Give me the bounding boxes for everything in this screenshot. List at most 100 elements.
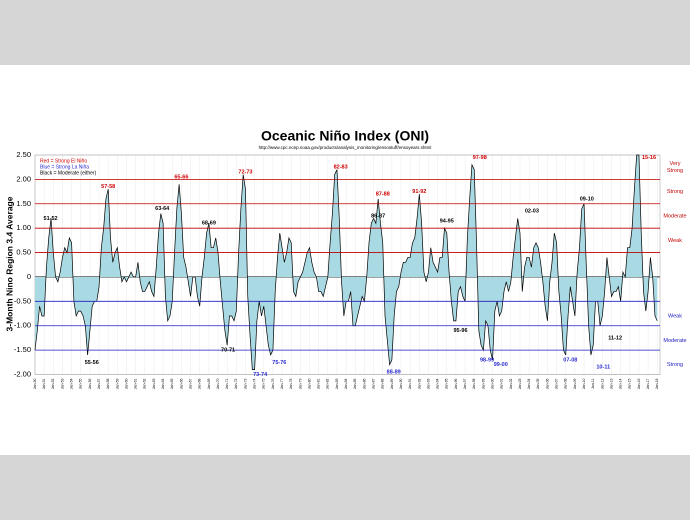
x-tick-label: Jan-84 <box>344 378 348 389</box>
x-tick-label: Jan-12 <box>600 378 604 389</box>
x-tick-label: Jan-69 <box>207 378 211 389</box>
x-tick-label: Jan-00 <box>490 378 494 389</box>
x-tick-label: Jan-10 <box>582 378 586 389</box>
x-tick-label: Jan-17 <box>646 378 650 389</box>
x-tick-label: Jan-95 <box>445 378 449 389</box>
x-tick-label: Jan-94 <box>436 378 440 389</box>
event-label: 86-87 <box>371 213 385 219</box>
x-tick-label: Jan-13 <box>609 378 613 389</box>
event-label: 70-71 <box>221 348 235 354</box>
x-tick-label: Jan-02 <box>509 378 513 389</box>
y-tick-label: 0.50 <box>16 248 31 257</box>
x-tick-label: Jan-90 <box>399 378 403 389</box>
threshold-label: Strong <box>667 189 683 195</box>
event-label: 75-76 <box>272 360 286 366</box>
event-label: 98-99 <box>480 357 494 363</box>
x-tick-label: Jan-07 <box>555 378 559 389</box>
x-tick-label: Jan-58 <box>106 378 110 389</box>
x-tick-label: Jan-01 <box>500 378 504 389</box>
event-label: 10-11 <box>596 365 610 371</box>
x-tick-label: Jan-63 <box>152 378 156 389</box>
x-tick-label: Jan-72 <box>234 378 238 389</box>
y-tick-label: 2.50 <box>16 150 31 159</box>
x-tick-label: Jan-78 <box>289 378 293 389</box>
plot-frame <box>34 154 661 375</box>
bottom-band <box>0 455 690 520</box>
x-tick-label: Jan-59 <box>115 378 119 389</box>
x-tick-label: Jan-87 <box>372 378 376 389</box>
chart-title: Oceanic Niño Index (ONI) <box>261 128 429 144</box>
x-tick-label: Jan-56 <box>88 378 92 389</box>
event-label: 63-64 <box>155 206 170 212</box>
threshold-label: Weak <box>668 238 682 244</box>
event-label: 73-74 <box>253 372 268 378</box>
x-tick-label: Jan-03 <box>518 378 522 389</box>
x-tick-label: Jan-16 <box>637 378 641 389</box>
event-label: 11-12 <box>608 335 622 341</box>
x-tick-label: Jan-73 <box>243 378 247 389</box>
threshold-label: Weak <box>668 313 682 319</box>
y-tick-label: 1.50 <box>16 199 31 208</box>
threshold-label: Strong <box>667 362 683 368</box>
y-tick-label: 1.00 <box>16 223 31 232</box>
x-tick-label: Jan-57 <box>97 378 101 389</box>
x-tick-label: Jan-76 <box>271 378 275 389</box>
event-label: 91-92 <box>412 189 426 195</box>
x-tick-label: Jan-77 <box>280 378 284 389</box>
x-tick-label: Jan-06 <box>545 378 549 389</box>
event-label: 68-69 <box>202 221 216 227</box>
x-tick-label: Jan-60 <box>124 378 128 389</box>
x-tick-label: Jan-83 <box>335 378 339 389</box>
event-label: 97-98 <box>473 155 487 161</box>
x-tick-label: Jan-91 <box>408 378 412 389</box>
threshold-label: Moderate <box>663 338 686 344</box>
x-tick-label: Jan-92 <box>417 378 421 389</box>
threshold-label: Very Strong <box>667 162 683 175</box>
event-label: 55-56 <box>85 360 99 366</box>
x-tick-label: Jan-11 <box>591 378 595 388</box>
event-label: 87-88 <box>376 191 390 197</box>
x-tick-label: Jan-64 <box>161 378 165 389</box>
x-tick-label: Jan-85 <box>353 378 357 389</box>
x-tick-label: Jan-98 <box>472 378 476 389</box>
x-tick-label: Jan-88 <box>381 378 385 389</box>
y-tick-label: 0 <box>27 272 31 281</box>
x-tick-label: Jan-04 <box>527 378 531 389</box>
chart-subtitle: http://www.cpc.ncep.noaa.gov/products/an… <box>259 145 432 150</box>
y-tick-label: -1.50 <box>14 345 31 354</box>
x-tick-label: Jan-67 <box>188 378 192 389</box>
y-tick-label: -2.00 <box>14 369 31 378</box>
x-tick-label: Jan-86 <box>362 378 366 389</box>
event-label: 51-52 <box>44 216 58 222</box>
event-label: 65-66 <box>174 174 188 180</box>
legend-note: Blue = Strong La Niña <box>40 164 89 170</box>
x-tick-label: Jan-75 <box>262 378 266 389</box>
y-tick-label: 2.00 <box>16 174 31 183</box>
x-tick-label: Jan-89 <box>390 378 394 389</box>
x-tick-label: Jan-09 <box>573 378 577 389</box>
oni-area <box>35 155 658 370</box>
x-tick-label: Jan-08 <box>564 378 568 389</box>
event-label: 02-03 <box>525 209 539 215</box>
x-tick-label: Jan-61 <box>134 378 138 389</box>
x-tick-label: Jan-18 <box>655 378 659 389</box>
event-label: 94-95 <box>440 218 454 224</box>
x-tick-label: Jan-66 <box>179 378 183 389</box>
x-tick-label: Jan-70 <box>216 378 220 389</box>
x-tick-label: Jan-52 <box>51 378 55 389</box>
legend-note: Black = Moderate (either) <box>40 170 97 176</box>
x-tick-label: Jan-81 <box>317 378 321 389</box>
x-tick-label: Jan-65 <box>170 378 174 389</box>
event-label: 72-73 <box>238 170 252 176</box>
x-tick-label: Jan-51 <box>42 378 46 389</box>
y-tick-label: -1.00 <box>14 321 31 330</box>
x-tick-label: Jan-05 <box>536 378 540 389</box>
x-tick-label: Jan-99 <box>481 378 485 389</box>
x-tick-label: Jan-50 <box>33 378 37 389</box>
x-tick-label: Jan-97 <box>463 378 467 389</box>
threshold-label: Moderate <box>663 213 686 219</box>
x-tick-label: Jan-53 <box>60 378 64 389</box>
event-label: 95-96 <box>453 328 467 334</box>
